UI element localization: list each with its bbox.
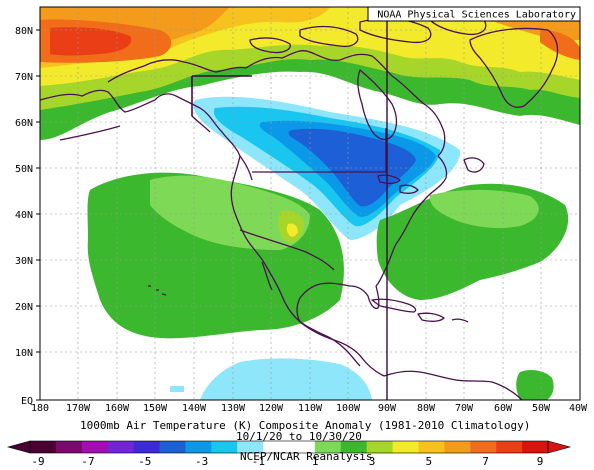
lon-label: 150W bbox=[143, 403, 168, 414]
colorbar-swatch bbox=[81, 441, 109, 453]
colorbar-swatch bbox=[237, 441, 264, 453]
source-label: NCEP/NCAR Reanalysis bbox=[240, 450, 373, 463]
anomaly-shading bbox=[40, 7, 580, 400]
lon-label: 110W bbox=[298, 403, 323, 414]
plot-frame bbox=[39, 6, 581, 401]
colorbar-right-arrow bbox=[547, 440, 572, 454]
colorbar-swatch bbox=[55, 441, 83, 453]
colorbar-swatch bbox=[366, 441, 394, 453]
colorbar-swatch bbox=[211, 441, 238, 453]
lat-label: 10N bbox=[15, 348, 33, 359]
colorbar bbox=[6, 440, 572, 454]
lat-label: 50N bbox=[15, 164, 33, 175]
colorbar-swatch bbox=[340, 441, 368, 453]
colorbar-left-arrow bbox=[6, 440, 31, 454]
colorbar-swatch bbox=[470, 441, 497, 453]
lon-label: 180 bbox=[31, 403, 49, 414]
colorbar-swatch bbox=[159, 441, 186, 453]
gridlines bbox=[40, 7, 580, 400]
credit-box bbox=[367, 6, 581, 22]
latitude-labels: 80N 70N 60N 50N 40N 30N 20N 10N EQ bbox=[15, 26, 33, 407]
lat-label: 60N bbox=[15, 118, 33, 129]
region-outlines bbox=[191, 7, 388, 400]
colorbar-swatch bbox=[496, 441, 523, 453]
colorbar-swatch bbox=[107, 441, 135, 453]
lat-label: 30N bbox=[15, 256, 33, 267]
colorbar-tick-label: -3 bbox=[195, 455, 208, 468]
date-range: 10/1/20 to 10/30/20 bbox=[236, 430, 362, 443]
lat-label: 70N bbox=[15, 72, 33, 83]
colorbar-swatch bbox=[418, 441, 445, 453]
colorbar-tick-label: -9 bbox=[31, 455, 44, 468]
colorbar-swatch bbox=[522, 441, 549, 453]
lon-label: 70W bbox=[455, 403, 474, 414]
chart-title: 1000mb Air Temperature (K) Composite Ano… bbox=[80, 419, 531, 432]
lon-label: 140W bbox=[182, 403, 207, 414]
colorbar-swatch bbox=[263, 441, 290, 453]
colorbar-swatch bbox=[185, 441, 212, 453]
lat-label: 20N bbox=[15, 302, 33, 313]
lon-label: 60W bbox=[494, 403, 513, 414]
colorbar-swatch bbox=[289, 441, 316, 453]
lat-label: EQ bbox=[21, 396, 33, 407]
colorbar-swatch bbox=[314, 441, 342, 453]
lon-label: 170W bbox=[66, 403, 91, 414]
lon-label: 120W bbox=[259, 403, 284, 414]
lon-label: 100W bbox=[336, 403, 361, 414]
lat-label: 40N bbox=[15, 210, 33, 221]
colorbar-swatch bbox=[30, 441, 57, 453]
lon-label: 80W bbox=[417, 403, 436, 414]
longitude-labels: 180 170W 160W 150W 140W 130W 120W 110W 1… bbox=[31, 403, 588, 414]
colorbar-tick-label: 7 bbox=[482, 455, 489, 468]
colorbar-swatch bbox=[444, 441, 471, 453]
colorbar-tick-label: 5 bbox=[425, 455, 432, 468]
lon-label: 160W bbox=[105, 403, 130, 414]
colorbar-tick-label: 3 bbox=[369, 455, 376, 468]
lon-label: 50W bbox=[532, 403, 551, 414]
colorbar-tick-label: -5 bbox=[138, 455, 151, 468]
colorbar-tick-label: 9 bbox=[537, 455, 544, 468]
lon-label: 130W bbox=[221, 403, 246, 414]
lat-label: 80N bbox=[15, 26, 33, 37]
colorbar-swatch bbox=[392, 441, 419, 453]
colorbar-frame bbox=[29, 440, 549, 454]
colorbar-ticks: -9 -7 -5 -3 -1 1 3 5 7 9 bbox=[31, 455, 543, 468]
colorbar-swatch bbox=[133, 441, 160, 453]
colorbar-tick-label: 1 bbox=[312, 455, 319, 468]
colorbar-tick-label: -1 bbox=[252, 455, 265, 468]
lon-label: 40W bbox=[569, 403, 588, 414]
colorbar-tick-label: -7 bbox=[81, 455, 94, 468]
lon-label: 90W bbox=[378, 403, 397, 414]
credit-text: NOAA Physical Sciences Laboratory bbox=[377, 10, 576, 21]
